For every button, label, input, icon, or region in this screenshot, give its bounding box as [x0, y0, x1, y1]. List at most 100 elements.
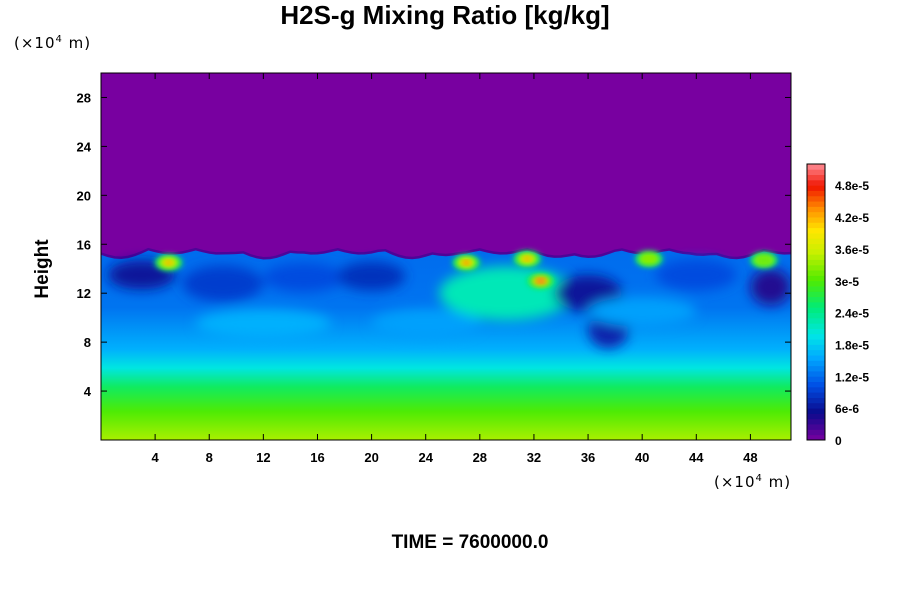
- x-tick-label-10: 44: [689, 450, 704, 465]
- colorbar-tick-label-4: 2.4e-5: [835, 307, 869, 321]
- x-tick-label-6: 28: [473, 450, 487, 465]
- swirl-11: [588, 296, 697, 327]
- x-tick-label-5: 24: [418, 450, 433, 465]
- chart-title: H2S-g Mixing Ratio [kg/kg]: [280, 0, 610, 30]
- colorbar-cell-18: [807, 339, 825, 345]
- swirl-8: [750, 268, 791, 306]
- colorbar-cell-36: [807, 243, 825, 250]
- x-tick-label-7: 32: [527, 450, 541, 465]
- hotspot-1: [452, 254, 481, 271]
- colorbar-cell-48: [807, 179, 825, 186]
- colorbar-tick-label-1: 6e-6: [835, 402, 859, 416]
- colorbar-tick-label-0: 0: [835, 434, 842, 448]
- colorbar-frame: [806, 163, 826, 441]
- colorbar-cell-41: [807, 217, 825, 223]
- colorbar-cell-30: [807, 275, 825, 282]
- colorbar-cell-8: [807, 392, 825, 398]
- y-tick-label-3: 16: [77, 237, 91, 252]
- x-tick-label-0: 4: [152, 450, 160, 465]
- y-tick-label-0: 4: [84, 384, 92, 399]
- colorbar-tick-label-8: 4.8e-5: [835, 179, 869, 193]
- colorbar-cell-23: [807, 312, 825, 319]
- colorbar-cell-3: [807, 418, 825, 425]
- colorbar-cell-33: [807, 259, 825, 266]
- colorbar-cell-17: [807, 344, 825, 351]
- colorbar-cell-47: [807, 185, 825, 191]
- colorbar-cell-46: [807, 190, 825, 197]
- time-label: TIME = 7600000.0: [391, 532, 549, 553]
- colorbar-cell-32: [807, 264, 825, 271]
- plot-frame: [100, 72, 792, 441]
- colorbar-cell-19: [807, 333, 825, 340]
- colorbar-cell-22: [807, 317, 825, 324]
- colorbar-cell-35: [807, 248, 825, 255]
- colorbar-tick-label-5: 3e-5: [835, 275, 859, 289]
- colorbar-cell-6: [807, 402, 825, 409]
- y-tick-label-4: 20: [77, 188, 91, 203]
- colorbar-cell-16: [807, 349, 825, 356]
- colorbar-cell-39: [807, 227, 825, 234]
- colorbar-cell-20: [807, 328, 825, 335]
- x-tick-label-3: 16: [310, 450, 324, 465]
- colorbar-cell-38: [807, 233, 825, 239]
- swirl-10: [195, 309, 331, 339]
- colorbar: 0 6e-6 1.2e-5 1.8e-5 2.4e-5 3e-5 3.6e-5 4.2e-5 4…: [806, 163, 869, 448]
- y-tick-label-5: 24: [77, 139, 92, 154]
- swirl-3: [337, 261, 406, 291]
- colorbar-tick-label-3: 1.8e-5: [835, 338, 869, 352]
- x-axis-unit: (×104 m): [714, 473, 792, 491]
- colorbar-cell-45: [807, 195, 825, 202]
- swirl-7: [655, 258, 737, 291]
- x-tick-label-9: 40: [635, 450, 649, 465]
- colorbar-cell-24: [807, 307, 825, 314]
- swirl-9: [371, 309, 480, 339]
- x-tick-label-4: 20: [364, 450, 378, 465]
- x-tick-label-8: 36: [581, 450, 595, 465]
- colorbar-cell-27: [807, 291, 825, 298]
- colorbar-cell-10: [807, 381, 825, 388]
- y-tick-label-6: 28: [77, 90, 91, 105]
- heatmap-field: [101, 73, 791, 440]
- colorbar-cell-13: [807, 365, 825, 372]
- colorbar-tick-label-2: 1.2e-5: [835, 370, 869, 384]
- colorbar-tick-label-6: 3.6e-5: [835, 243, 869, 257]
- colorbar-cell-49: [807, 174, 825, 181]
- colorbar-cell-11: [807, 376, 825, 383]
- y-tick-label-1: 8: [84, 335, 91, 350]
- colorbar-cell-15: [807, 355, 825, 361]
- colorbar-cell-9: [807, 386, 825, 393]
- y-axis-unit: (×104 m): [14, 34, 92, 52]
- colorbar-cell-51: [807, 164, 825, 170]
- x-tick-label-1: 8: [206, 450, 213, 465]
- hotspots: [154, 250, 778, 289]
- hotspot-0: [154, 254, 183, 271]
- colorbar-cell-26: [807, 296, 825, 303]
- hotspot-4: [634, 250, 663, 267]
- colorbar-cell-50: [807, 169, 825, 176]
- colorbar-tick-label-7: 4.2e-5: [835, 211, 869, 225]
- swirl-patches: [107, 258, 791, 349]
- colorbar-cell-31: [807, 270, 825, 276]
- colorbar-cell-28: [807, 286, 825, 292]
- swirl-2: [263, 262, 345, 292]
- colorbar-cell-44: [807, 201, 825, 207]
- colorbar-cell-40: [807, 222, 825, 229]
- colorbar-cell-43: [807, 206, 825, 213]
- colorbar-cell-34: [807, 254, 825, 260]
- colorbar-cell-4: [807, 413, 825, 420]
- swirl-4: [439, 266, 575, 321]
- colorbar-cell-14: [807, 360, 825, 367]
- colorbar-cell-42: [807, 211, 825, 218]
- x-tick-label-11: 48: [743, 450, 757, 465]
- colorbar-cell-1: [807, 429, 825, 436]
- hotspot-3: [526, 272, 555, 289]
- colorbar-cell-37: [807, 238, 825, 245]
- colorbar-cell-29: [807, 280, 825, 287]
- hotspot-2: [513, 250, 542, 267]
- hotspot-5: [749, 252, 778, 269]
- colorbar-cell-21: [807, 323, 825, 329]
- colorbar-cell-7: [807, 397, 825, 404]
- colorbar-cell-0: [807, 434, 825, 441]
- colorbar-cell-2: [807, 424, 825, 430]
